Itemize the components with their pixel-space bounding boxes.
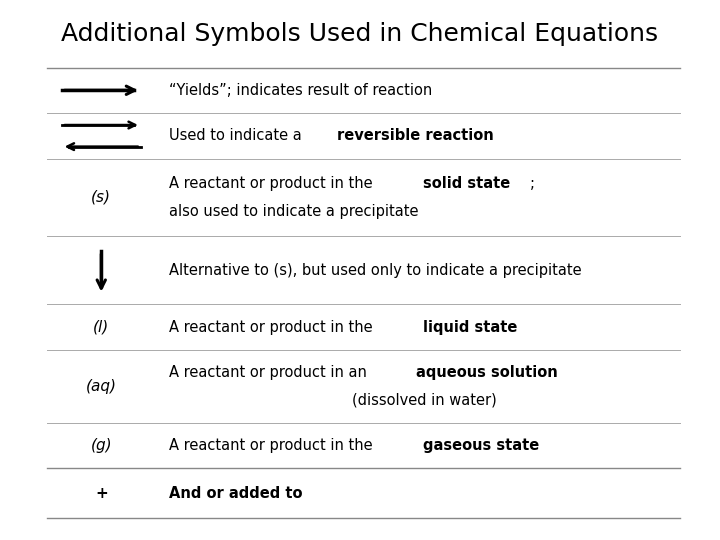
- Text: also used to indicate a precipitate: also used to indicate a precipitate: [169, 204, 419, 219]
- Text: “Yields”; indicates result of reaction: “Yields”; indicates result of reaction: [169, 83, 433, 98]
- Text: A reactant or product in the: A reactant or product in the: [169, 438, 377, 453]
- Text: reversible reaction: reversible reaction: [337, 129, 494, 143]
- Text: (dissolved in water): (dissolved in water): [352, 393, 497, 408]
- Text: And or added to: And or added to: [169, 486, 303, 501]
- Text: Used to indicate a: Used to indicate a: [169, 129, 307, 143]
- Text: (s): (s): [91, 190, 112, 205]
- Text: ;: ;: [530, 176, 535, 191]
- Text: aqueous solution: aqueous solution: [416, 365, 558, 380]
- Text: A reactant or product in the: A reactant or product in the: [169, 176, 377, 191]
- Text: Additional Symbols Used in Chemical Equations: Additional Symbols Used in Chemical Equa…: [61, 22, 659, 45]
- Text: A reactant or product in an: A reactant or product in an: [169, 365, 372, 380]
- Text: (aq): (aq): [86, 379, 117, 394]
- Text: A reactant or product in the: A reactant or product in the: [169, 320, 377, 335]
- Text: (l): (l): [93, 320, 109, 335]
- Text: (g): (g): [91, 438, 112, 453]
- Text: solid state: solid state: [423, 176, 510, 191]
- Text: gaseous state: gaseous state: [423, 438, 540, 453]
- Text: +: +: [95, 486, 108, 501]
- Text: Alternative to (s), but used only to indicate a precipitate: Alternative to (s), but used only to ind…: [169, 262, 582, 278]
- Text: liquid state: liquid state: [423, 320, 518, 335]
